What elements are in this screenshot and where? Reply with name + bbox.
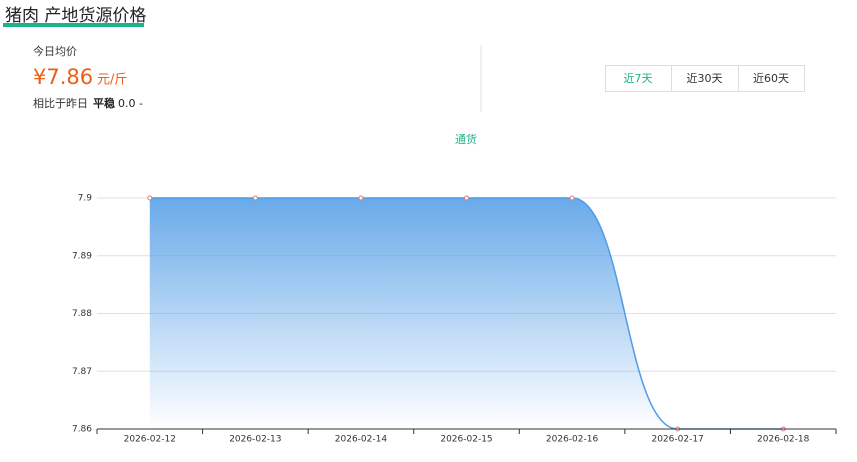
y-tick-label: 7.9 bbox=[78, 194, 93, 204]
point bbox=[358, 195, 364, 201]
page-title: 猪肉 产地货源价格 bbox=[5, 6, 146, 26]
title-underline bbox=[3, 23, 144, 27]
summary-label: 今日均价 bbox=[33, 44, 77, 58]
chart: 通货 7.86 7.87 7.88 7.89 7.9 2026-02-12 2026-02-1… bbox=[72, 132, 837, 445]
x-tick-label: 2026-02-16 bbox=[546, 435, 599, 445]
change-sign: - bbox=[139, 97, 143, 110]
tabs: 近7天 近30天 近60天 bbox=[605, 65, 805, 92]
point bbox=[464, 195, 469, 201]
trend: 平稳 bbox=[93, 96, 115, 110]
legend-label: 通货 bbox=[455, 132, 477, 146]
tab-label[interactable]: 近30天 bbox=[687, 72, 723, 85]
price: ¥7.86 bbox=[33, 65, 93, 89]
point bbox=[252, 195, 258, 201]
price-unit: 元/斤 bbox=[97, 73, 127, 88]
tab[interactable] bbox=[738, 65, 805, 92]
tab[interactable] bbox=[671, 65, 739, 92]
line bbox=[149, 197, 784, 430]
x-tick-label: 2026-02-17 bbox=[651, 435, 703, 445]
tab-label[interactable]: 近60天 bbox=[753, 72, 789, 85]
compare-label: 相比于昨日 bbox=[33, 97, 88, 110]
change: 0.0 bbox=[118, 97, 136, 110]
x-tick-label: 2026-02-13 bbox=[229, 435, 281, 445]
tab-label[interactable]: 近7天 bbox=[624, 72, 653, 85]
area bbox=[149, 198, 784, 429]
x-tick-label: 2026-02-12 bbox=[124, 435, 176, 445]
x-tick-label: 2026-02-18 bbox=[757, 435, 810, 445]
point bbox=[147, 195, 153, 201]
y-tick-label: 7.87 bbox=[72, 367, 92, 377]
y-tick-label: 7.88 bbox=[72, 309, 92, 319]
y-tick-label: 7.89 bbox=[72, 251, 92, 261]
point bbox=[569, 195, 575, 201]
y-tick-label: 7.86 bbox=[72, 425, 92, 435]
x-tick-label: 2026-02-14 bbox=[335, 435, 388, 445]
x-tick-label: 2026-02-15 bbox=[440, 435, 492, 445]
